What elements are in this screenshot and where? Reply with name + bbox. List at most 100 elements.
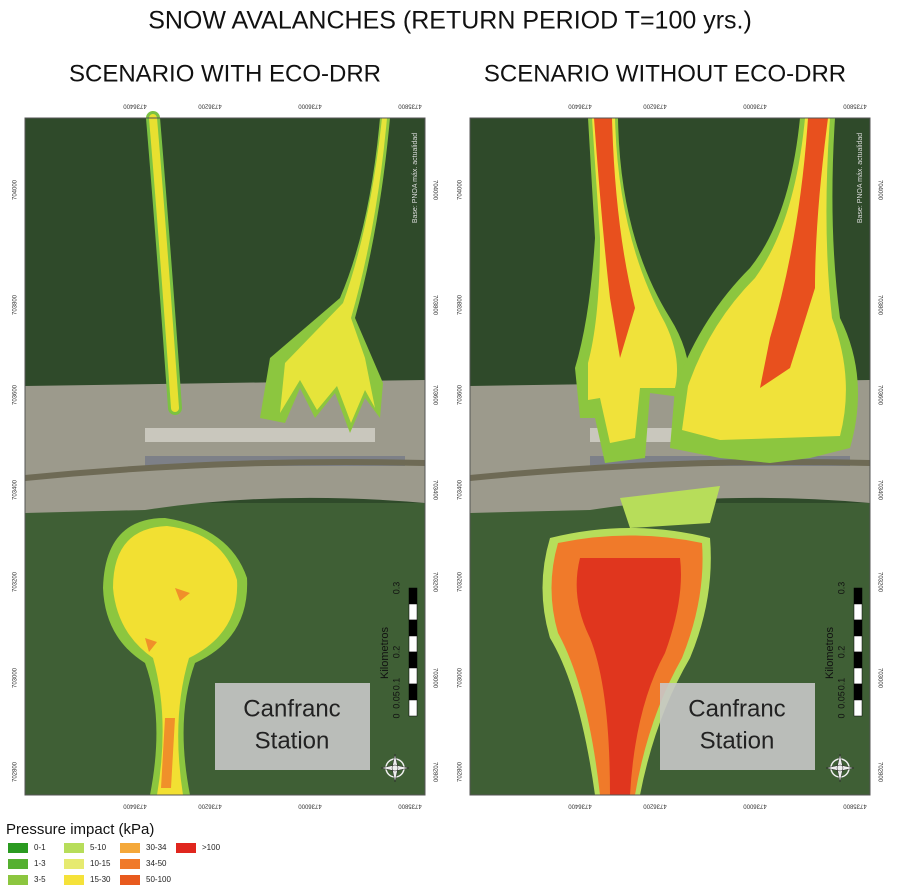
y-coordinate: 702800 [13,761,19,782]
y-coordinate: 703400 [876,480,882,501]
y-coordinate: 704000 [876,180,882,201]
legend-label: 1-3 [34,859,46,868]
figure: SNOW AVALANCHES (RETURN PERIOD T=100 yrs… [0,0,897,890]
y-coordinate: 703000 [431,668,437,689]
y-coordinate: 703200 [13,571,19,592]
scale-segment [854,588,862,604]
legend-swatch [64,859,84,869]
scale-unit: Kilometros [379,627,391,679]
x-coordinate: 4736400 [568,102,592,108]
legend: 0-1 1-3 3-5 5-10 10-15 15-30 30-34 34-50 50-100 >… [8,843,221,885]
x-coordinate: 4736400 [568,802,592,808]
y-coordinate: 704000 [458,179,464,200]
scale-tick: 0.1 [391,678,401,691]
scale-segment [409,620,417,636]
scale-tick: 0.3 [391,582,401,595]
scale-unit: Kilometros [824,627,836,679]
legend-label: 15-30 [90,875,111,884]
y-coordinate: 703400 [458,479,464,500]
legend-label: >100 [202,843,221,852]
y-coordinate: 703800 [876,295,882,316]
y-coordinate: 703000 [458,667,464,688]
valley [25,380,425,513]
y-coordinate: 703400 [13,479,19,500]
scale-segment [409,668,417,684]
y-coordinate: 703200 [458,571,464,592]
legend-label: 5-10 [90,843,107,852]
y-coordinate: 702800 [876,762,882,783]
legend-swatch [8,859,28,869]
x-coordinate: 4736000 [298,802,322,808]
y-coordinate: 703000 [13,667,19,688]
x-coordinate: 4735800 [843,102,867,108]
legend-swatch [120,875,140,885]
scale-segment [854,620,862,636]
figure-title: SNOW AVALANCHES (RETURN PERIOD T=100 yrs… [148,7,752,35]
legend-label: 30-34 [146,843,167,852]
scale-tick: 0.2 [836,646,846,659]
station [145,428,375,442]
y-coordinate: 703800 [13,294,19,315]
legend-swatch [8,875,28,885]
credit: Base: PNOA máx. actualidad [412,133,419,223]
x-coordinate: 4735800 [398,802,422,808]
legend-label: 3-5 [34,875,46,884]
legend-swatch [64,875,84,885]
scale-segment [854,652,862,668]
x-coordinate: 4736400 [123,102,147,108]
scale-segment [409,684,417,700]
credit: Base: PNOA máx. actualidad [857,133,864,223]
y-coordinate: 703800 [431,295,437,316]
scale-tick: 0.05 [836,691,846,709]
x-coordinate: 4736000 [743,802,767,808]
y-coordinate: 704000 [431,180,437,201]
y-coordinate: 702800 [458,761,464,782]
y-coordinate: 702800 [431,762,437,783]
legend-label: 34-50 [146,859,167,868]
y-coordinate: 703800 [458,294,464,315]
scale-segment [854,636,862,652]
legend-swatch [8,843,28,853]
x-coordinate: 4736000 [743,102,767,108]
x-coordinate: 4736200 [643,802,667,808]
scale-segment [854,700,862,716]
scale-tick: 0.05 [391,691,401,709]
legend-title: Pressure impact (kPa) [6,821,154,838]
scale-tick: 0 [391,713,401,718]
y-coordinate: 704000 [13,179,19,200]
scale-segment [854,684,862,700]
scale-segment [854,668,862,684]
legend-swatch [176,843,196,853]
scale-segment [409,588,417,604]
scale-segment [409,652,417,668]
scale-segment [409,604,417,620]
x-coordinate: 4736200 [643,102,667,108]
place-label: Canfranc [688,695,785,722]
x-coordinate: 4736200 [198,102,222,108]
x-coordinate: 4735800 [843,802,867,808]
scale-segment [409,636,417,652]
place-label: Canfranc [243,695,340,722]
panel-title: SCENARIO WITH ECO-DRR [69,60,381,87]
legend-label: 0-1 [34,843,46,852]
x-coordinate: 4736200 [198,802,222,808]
map-panel: 4736400 4736400 4736200 4736200 4736000 47360… [458,102,883,808]
map-panel: 4736400 4736400 4736200 4736200 4736000 47360… [13,102,438,808]
legend-swatch [64,843,84,853]
scale-segment [854,604,862,620]
legend-label: 50-100 [146,875,171,884]
scale-tick: 0.1 [836,678,846,691]
x-coordinate: 4736400 [123,802,147,808]
scale-tick: 0 [836,713,846,718]
y-coordinate: 703600 [431,385,437,406]
place-label: Station [255,727,330,754]
y-coordinate: 703600 [458,384,464,405]
y-coordinate: 703200 [431,572,437,593]
scale-tick: 0.3 [836,582,846,595]
legend-label: 10-15 [90,859,111,868]
x-coordinate: 4736000 [298,102,322,108]
y-coordinate: 703600 [876,385,882,406]
y-coordinate: 703000 [876,668,882,689]
legend-swatch [120,859,140,869]
y-coordinate: 703600 [13,384,19,405]
